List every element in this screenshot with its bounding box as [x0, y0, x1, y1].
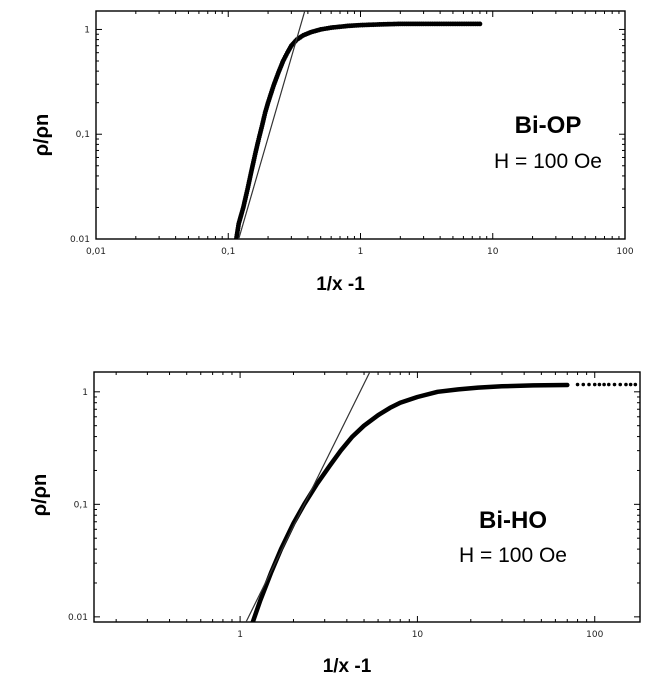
- data-point: [592, 382, 597, 387]
- fit-line: [245, 372, 371, 622]
- x-tick-label: 10: [412, 630, 424, 640]
- chart-top-bi-op: 0,01 0,1 1 10 100 0.01 0,1 1 1/x -1 ρ/ρn Bi-OP H = …: [31, 10, 634, 295]
- data-point: [633, 382, 638, 387]
- x-tick-label: 10: [487, 247, 499, 257]
- y-axis-label: ρ/ρn: [29, 474, 51, 517]
- y-tick-label: 0,1: [74, 500, 88, 510]
- data-point: [612, 382, 617, 387]
- x-axis-label: 1/x -1: [316, 274, 365, 295]
- y-tick-label: 1: [82, 388, 88, 398]
- data-point: [587, 382, 591, 387]
- x-tick-label: 0,1: [221, 247, 235, 257]
- data-point: [618, 382, 623, 387]
- data-point: [575, 382, 580, 387]
- chart-bottom-bi-ho: 1 10 100 0.01 0,1 1 1/x -1 ρ/ρn Bi-HO H = 100 Oe: [29, 371, 641, 677]
- x-tick-label: 100: [616, 247, 633, 257]
- x-tick-label: 100: [586, 630, 603, 640]
- data-point: [581, 382, 586, 387]
- sample-label: Bi-OP: [515, 112, 582, 139]
- data-point: [602, 382, 606, 387]
- data-point: [606, 382, 611, 387]
- data-point: [628, 382, 633, 387]
- fit-line: [238, 11, 306, 239]
- y-tick-label: 0.01: [70, 235, 90, 245]
- x-tick-label: 0,01: [86, 247, 106, 257]
- x-tick-label: 1: [358, 247, 364, 257]
- plot-frame: [93, 371, 641, 623]
- x-tick-label: 1: [237, 630, 243, 640]
- field-label: H = 100 Oe: [494, 150, 602, 173]
- sample-label: Bi-HO: [479, 507, 547, 534]
- data-point: [477, 21, 483, 27]
- y-tick-label: 1: [84, 25, 90, 35]
- y-tick-label: 0,1: [76, 130, 90, 140]
- y-axis-label: ρ/ρn: [31, 114, 53, 157]
- x-axis-label: 1/x -1: [323, 656, 372, 677]
- y-tick-label: 0.01: [68, 613, 88, 623]
- data-point: [597, 382, 602, 387]
- data-point: [624, 382, 628, 387]
- field-label: H = 100 Oe: [459, 544, 567, 567]
- data-series-line: [250, 382, 570, 622]
